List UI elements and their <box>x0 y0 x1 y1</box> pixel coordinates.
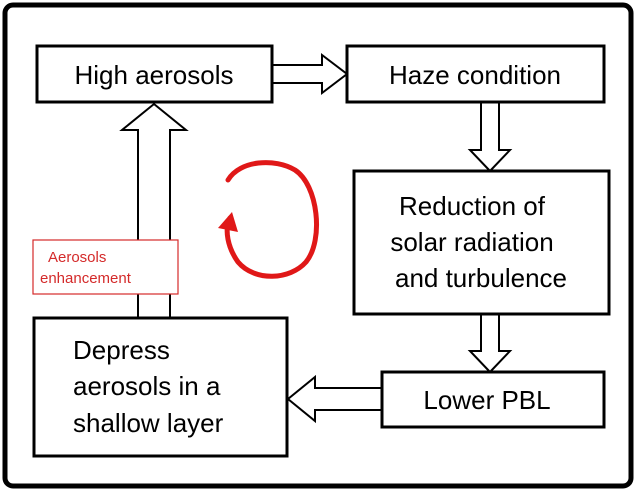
node-label: and turbulence <box>395 263 567 293</box>
node-box <box>32 316 289 458</box>
cycle-arrowhead <box>218 212 238 232</box>
node-box <box>380 370 606 429</box>
node-label: High aerosols <box>75 60 234 90</box>
annotation-box <box>32 239 179 295</box>
annotation-label: enhancement <box>40 270 132 287</box>
annotation-label: Aerosols <box>48 249 106 266</box>
node-box <box>352 169 611 316</box>
node-label: aerosols in a <box>73 371 221 401</box>
node-label: Depress <box>73 335 170 365</box>
arrow-left <box>286 374 383 424</box>
arrow-down <box>467 313 513 374</box>
arrow-right <box>271 52 349 96</box>
node-label: solar radiation <box>390 227 553 257</box>
node-label: Reduction of <box>399 191 546 221</box>
node-box <box>345 44 606 104</box>
node-label: shallow layer <box>73 408 224 438</box>
node-label: Lower PBL <box>423 385 550 415</box>
cycle-arrow <box>224 160 319 279</box>
node-label: Haze condition <box>389 60 561 90</box>
arrow-down <box>467 101 513 173</box>
node-box <box>35 44 274 104</box>
